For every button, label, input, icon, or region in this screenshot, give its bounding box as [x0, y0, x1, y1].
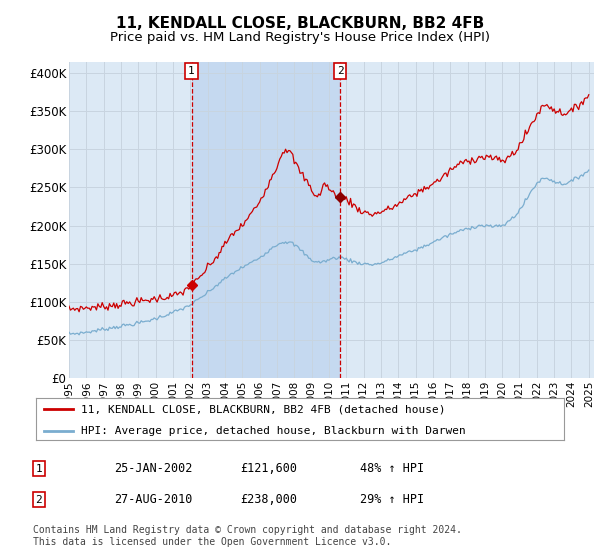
- Text: £238,000: £238,000: [240, 493, 297, 506]
- Text: Contains HM Land Registry data © Crown copyright and database right 2024.
This d: Contains HM Land Registry data © Crown c…: [33, 525, 462, 547]
- Text: 2: 2: [35, 494, 43, 505]
- Text: HPI: Average price, detached house, Blackburn with Darwen: HPI: Average price, detached house, Blac…: [81, 426, 466, 436]
- Text: 1: 1: [188, 66, 195, 76]
- Text: 25-JAN-2002: 25-JAN-2002: [114, 462, 193, 475]
- Text: 1: 1: [35, 464, 43, 474]
- Text: 11, KENDALL CLOSE, BLACKBURN, BB2 4FB (detached house): 11, KENDALL CLOSE, BLACKBURN, BB2 4FB (d…: [81, 404, 445, 414]
- Text: £121,600: £121,600: [240, 462, 297, 475]
- Text: 48% ↑ HPI: 48% ↑ HPI: [360, 462, 424, 475]
- Text: Price paid vs. HM Land Registry's House Price Index (HPI): Price paid vs. HM Land Registry's House …: [110, 31, 490, 44]
- Text: 11, KENDALL CLOSE, BLACKBURN, BB2 4FB: 11, KENDALL CLOSE, BLACKBURN, BB2 4FB: [116, 16, 484, 31]
- Bar: [191, 62, 340, 378]
- Text: 29% ↑ HPI: 29% ↑ HPI: [360, 493, 424, 506]
- Text: 27-AUG-2010: 27-AUG-2010: [114, 493, 193, 506]
- Text: 2: 2: [337, 66, 344, 76]
